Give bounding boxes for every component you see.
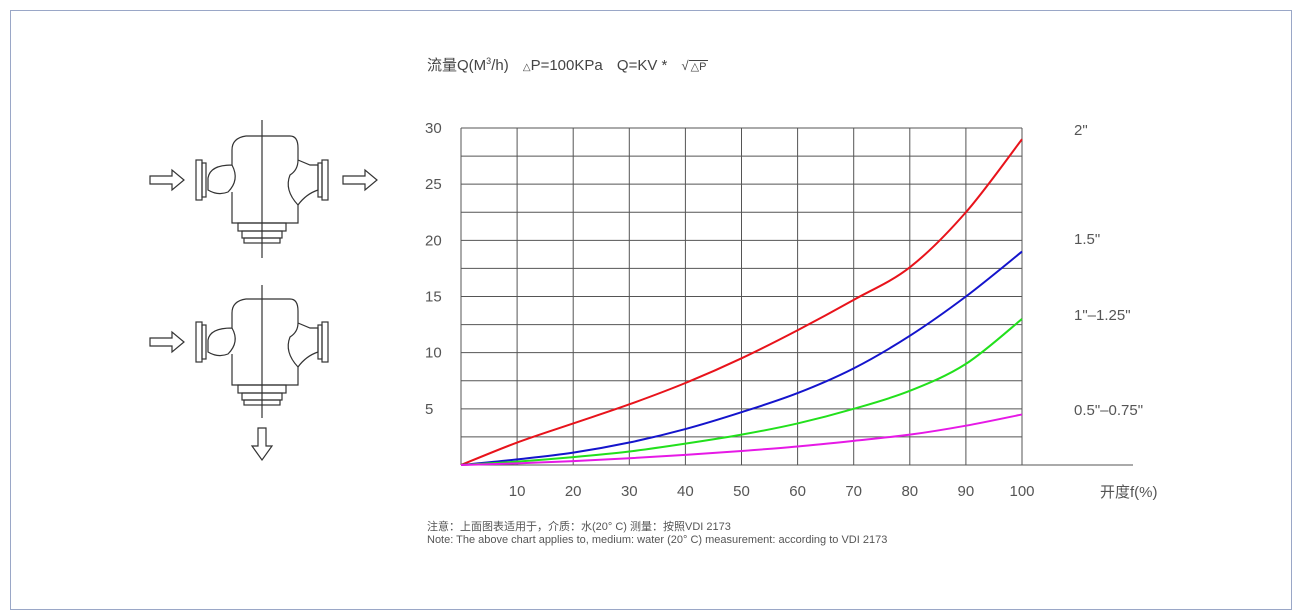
y-tick-label: 10 <box>425 345 442 362</box>
series-label-0: 2" <box>1074 122 1088 139</box>
chart-series-labels: 2" 1.5" 1"–1.25" 0.5"–0.75" <box>1074 122 1143 419</box>
series-line-1 <box>460 250 1023 466</box>
x-tick-label: 60 <box>789 483 806 500</box>
x-tick-label: 80 <box>901 483 918 500</box>
chart-series <box>460 138 1023 466</box>
x-tick-label: 90 <box>958 483 975 500</box>
series-line-2 <box>460 318 1023 466</box>
y-tick-label: 30 <box>425 120 442 137</box>
x-tick-label: 30 <box>621 483 638 500</box>
footnote-en: Note: The above chart applies to, medium… <box>427 534 888 546</box>
series-label-3: 0.5"–0.75" <box>1074 402 1143 419</box>
x-tick-label: 50 <box>733 483 750 500</box>
series-label-1: 1.5" <box>1074 231 1100 248</box>
y-tick-label: 25 <box>425 176 442 193</box>
series-line-3 <box>460 413 1023 466</box>
flow-chart: 5 10 15 20 25 30 10 20 30 40 50 60 70 80 90 100 开度f(%) 2… <box>149 120 1158 501</box>
chart-ticks: 5 10 15 20 25 30 10 20 30 40 50 60 70 80 90 100 开度f(%) <box>425 120 1158 501</box>
arrow-out-top-icon <box>342 168 378 192</box>
arrow-in-bottom-icon <box>149 330 185 354</box>
x-tick-label: 20 <box>565 483 582 500</box>
valve-straight-through-icon <box>195 120 329 258</box>
y-tick-label: 5 <box>425 401 433 418</box>
x-tick-label: 100 <box>1009 483 1034 500</box>
flow-formula: 流量Q(M3/h) △P=100KPa Q=KV * √ △P <box>427 56 709 74</box>
sqrt-delta-p: √ △P <box>681 58 709 73</box>
x-axis-label: 开度f(%) <box>1100 484 1158 501</box>
y-tick-label: 20 <box>425 232 442 249</box>
x-tick-label: 10 <box>509 483 526 500</box>
series-line-0 <box>460 138 1023 466</box>
footnote: 注意：上面图表适用于，介质：水(20° C) 测量：按照VDI 2173 Not… <box>427 521 887 547</box>
footnote-cn: 注意：上面图表适用于，介质：水(20° C) 测量：按照VDI 2173 <box>427 521 731 533</box>
y-tick-label: 15 <box>425 289 442 306</box>
chart-grid <box>460 127 1133 466</box>
x-tick-label: 40 <box>677 483 694 500</box>
valve-three-way-icon <box>195 285 329 418</box>
arrow-down-bottom-icon <box>250 427 274 462</box>
arrow-in-top-icon <box>149 168 185 192</box>
x-tick-label: 70 <box>845 483 862 500</box>
series-label-2: 1"–1.25" <box>1074 307 1131 324</box>
